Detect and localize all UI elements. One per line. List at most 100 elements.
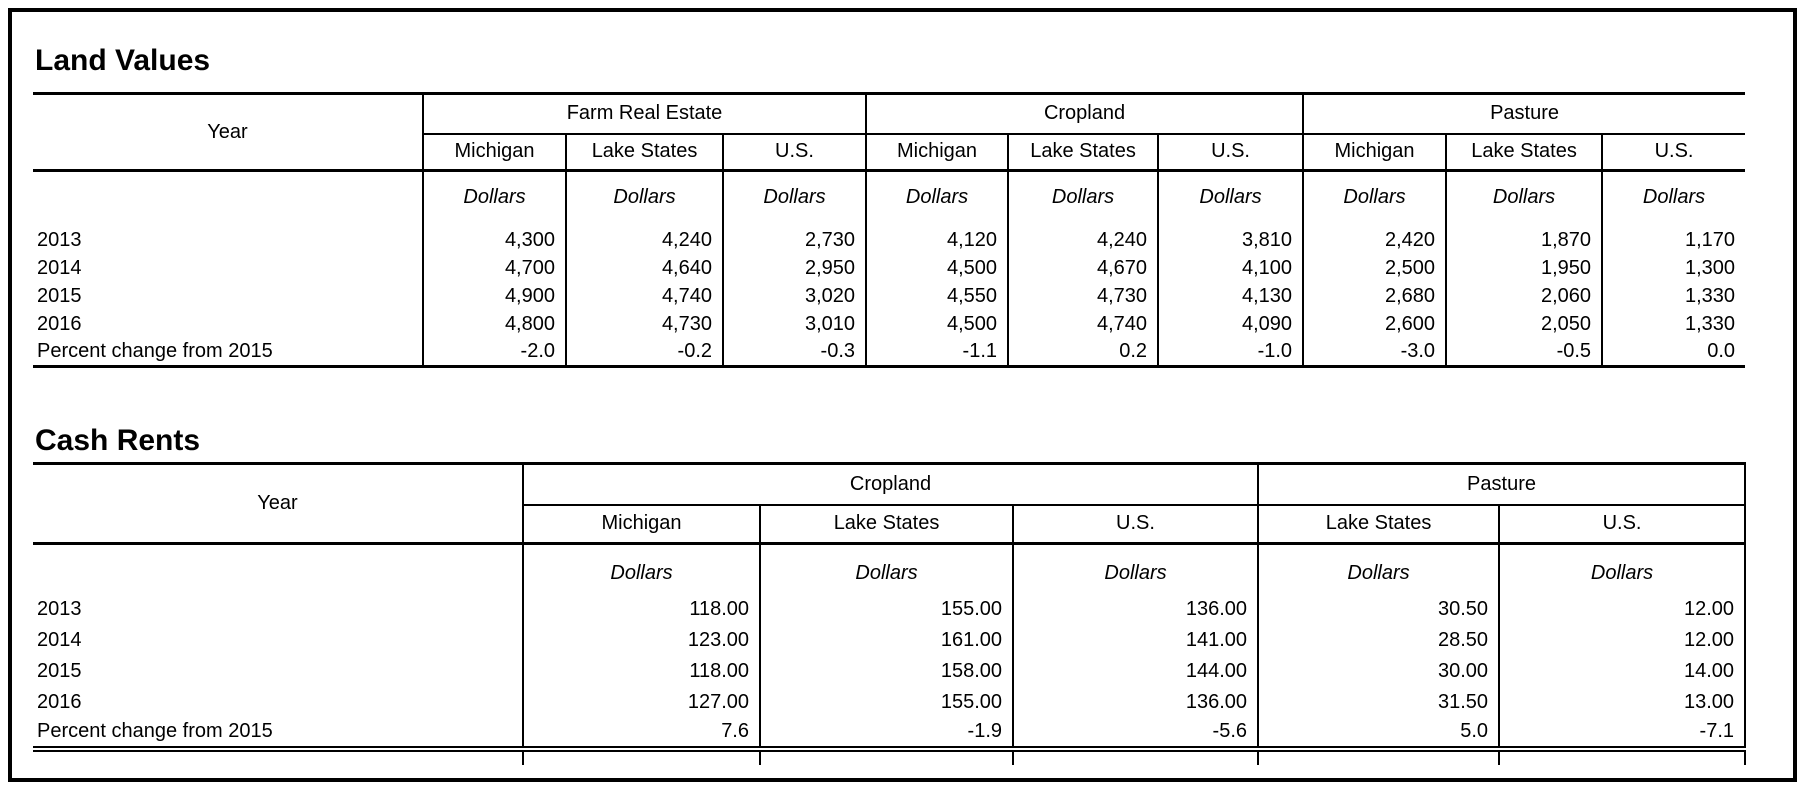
value-cell: 4,100 (1158, 254, 1305, 283)
rule-tick (1499, 745, 1747, 765)
value-cell: 158.00 (760, 655, 1014, 687)
value-cell: -0.3 (723, 338, 868, 368)
row-label: 2016 (33, 310, 424, 339)
value-cell: 141.00 (1013, 624, 1260, 656)
value-cell: 4,700 (423, 254, 567, 283)
value-cell: 4,240 (1008, 226, 1160, 255)
value-cell: -5.6 (1013, 717, 1260, 749)
group-header-cropland: Cropland (523, 462, 1260, 506)
value-cell: 12.00 (1499, 593, 1747, 625)
table-row: Dollars Dollars Dollars Dollars Dollars (33, 543, 1747, 594)
column-header: Lake States (1446, 133, 1604, 172)
value-cell: 14.00 (1499, 655, 1747, 687)
value-cell: -1.1 (866, 338, 1010, 368)
units-cell: Dollars (1158, 170, 1305, 227)
row-label: 2014 (33, 624, 524, 656)
value-cell: 136.00 (1013, 686, 1260, 718)
year-header: Year (33, 92, 424, 172)
value-cell: 4,130 (1158, 282, 1305, 311)
table-row: Year Cropland Pasture (33, 462, 1747, 545)
row-label: Percent change from 2015 (33, 338, 424, 368)
value-cell: 123.00 (523, 624, 761, 656)
row-label: 2015 (33, 655, 524, 687)
value-cell: 4,090 (1158, 310, 1305, 339)
value-cell: -1.0 (1158, 338, 1305, 368)
row-label: 2014 (33, 254, 424, 283)
value-cell: -2.0 (423, 338, 567, 368)
empty-cell (33, 170, 424, 227)
value-cell: 2,060 (1446, 282, 1604, 311)
value-cell: 13.00 (1499, 686, 1747, 718)
group-header-pasture: Pasture (1303, 92, 1746, 135)
rule-tick (523, 745, 761, 765)
value-cell: 127.00 (523, 686, 761, 718)
column-header: Michigan (866, 133, 1010, 172)
units-cell: Dollars (1499, 543, 1747, 594)
value-cell: 3,020 (723, 282, 868, 311)
value-cell: 1,870 (1446, 226, 1604, 255)
units-cell: Dollars (723, 170, 868, 227)
table-row: Michigan Lake States U.S. Lake States U.… (33, 504, 1747, 545)
value-cell: 4,240 (566, 226, 724, 255)
value-cell: 0.2 (1008, 338, 1160, 368)
value-cell: 118.00 (523, 593, 761, 625)
table-row: 2016 127.00 155.00 136.00 31.50 13.00 (33, 686, 1747, 718)
value-cell: 4,500 (866, 310, 1010, 339)
value-cell: 4,120 (866, 226, 1010, 255)
table-row (33, 745, 1747, 765)
value-cell: 3,810 (1158, 226, 1305, 255)
row-label: 2015 (33, 282, 424, 311)
value-cell: 155.00 (760, 686, 1014, 718)
value-cell: 4,300 (423, 226, 567, 255)
group-header-pasture: Pasture (1258, 462, 1747, 506)
column-header: Lake States (1008, 133, 1160, 172)
value-cell: 1,950 (1446, 254, 1604, 283)
value-cell: 7.6 (523, 717, 761, 749)
column-header: U.S. (1013, 504, 1260, 545)
year-header: Year (33, 462, 524, 545)
value-cell: 4,730 (1008, 282, 1160, 311)
table-row: Michigan Lake States U.S. Michigan Lake … (33, 133, 1746, 172)
empty-cell (33, 543, 524, 594)
rule-tick (1258, 745, 1501, 765)
value-cell: 155.00 (760, 593, 1014, 625)
value-cell: 12.00 (1499, 624, 1747, 656)
value-cell: 30.00 (1258, 655, 1501, 687)
value-cell: 4,900 (423, 282, 567, 311)
value-cell: 4,800 (423, 310, 567, 339)
value-cell: -0.2 (566, 338, 724, 368)
value-cell: 4,730 (566, 310, 724, 339)
units-cell: Dollars (1258, 543, 1501, 594)
value-cell: -1.9 (760, 717, 1014, 749)
value-cell: 2,600 (1303, 310, 1448, 339)
column-header: Michigan (523, 504, 761, 545)
value-cell: 0.0 (1602, 338, 1746, 368)
units-cell: Dollars (1446, 170, 1604, 227)
column-header: Michigan (423, 133, 567, 172)
table-row: 2014 4,700 4,640 2,950 4,500 4,670 4,100… (33, 254, 1745, 283)
value-cell: 2,050 (1446, 310, 1604, 339)
land-values-table: Year Farm Real Estate Cropland Pasture M… (33, 92, 1746, 368)
land-values-title: Land Values (35, 44, 211, 77)
value-cell: 4,550 (866, 282, 1010, 311)
column-header: U.S. (1602, 133, 1746, 172)
table-row: Percent change from 2015 7.6 -1.9 -5.6 5… (33, 717, 1747, 749)
units-cell: Dollars (1013, 543, 1260, 594)
value-cell: 136.00 (1013, 593, 1260, 625)
value-cell: 4,740 (1008, 310, 1160, 339)
value-cell: 1,170 (1684, 229, 1736, 251)
value-cell: 2,730 (723, 226, 868, 255)
column-header: Lake States (760, 504, 1014, 545)
cash-rents-title: Cash Rents (35, 424, 201, 457)
units-cell: Dollars (523, 543, 761, 594)
value-cell: 30.50 (1258, 593, 1501, 625)
units-cell: Dollars (1642, 186, 1706, 208)
value-cell: 1,330 (1684, 313, 1736, 335)
value-cell: 2,420 (1303, 226, 1448, 255)
value-cell: 2,950 (723, 254, 868, 283)
rule-tick (33, 745, 524, 765)
value-cell: 1,300 (1684, 257, 1736, 279)
column-header: Lake States (566, 133, 724, 172)
row-label: 2016 (33, 686, 524, 718)
value-cell: 4,500 (866, 254, 1010, 283)
